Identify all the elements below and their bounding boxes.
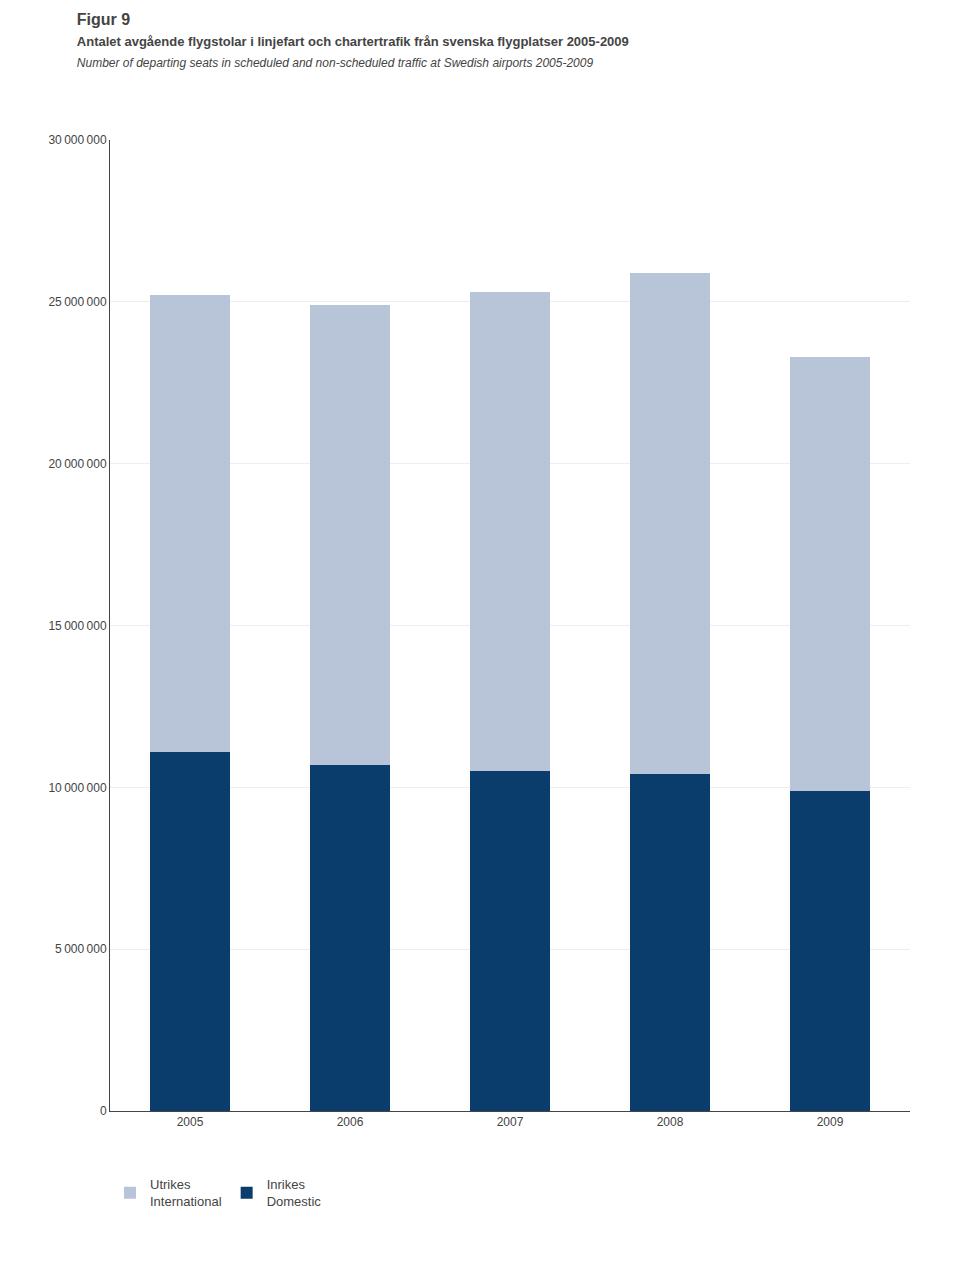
- svg-text:15 000 000: 15 000 000: [48, 619, 107, 633]
- svg-text:10 000 000: 10 000 000: [48, 781, 107, 795]
- svg-text:5 000 000: 5 000 000: [55, 942, 107, 956]
- svg-text:25 000 000: 25 000 000: [48, 295, 107, 309]
- svg-text:0: 0: [100, 1104, 107, 1118]
- svg-text:InrikesDomestic: InrikesDomestic: [267, 1177, 322, 1209]
- svg-text:2008: 2008: [657, 1115, 684, 1129]
- svg-text:2007: 2007: [497, 1115, 524, 1129]
- svg-text:UtrikesInternational: UtrikesInternational: [150, 1177, 222, 1209]
- svg-text:20 000 000: 20 000 000: [48, 457, 107, 471]
- svg-text:2009: 2009: [817, 1115, 844, 1129]
- svg-text:30 000 000: 30 000 000: [48, 133, 107, 147]
- svg-text:2005: 2005: [177, 1115, 204, 1129]
- svg-text:Figur 9Antalet avgående flygst: Figur 9Antalet avgående flygstolar i lin…: [77, 11, 629, 70]
- svg-text:2006: 2006: [337, 1115, 364, 1129]
